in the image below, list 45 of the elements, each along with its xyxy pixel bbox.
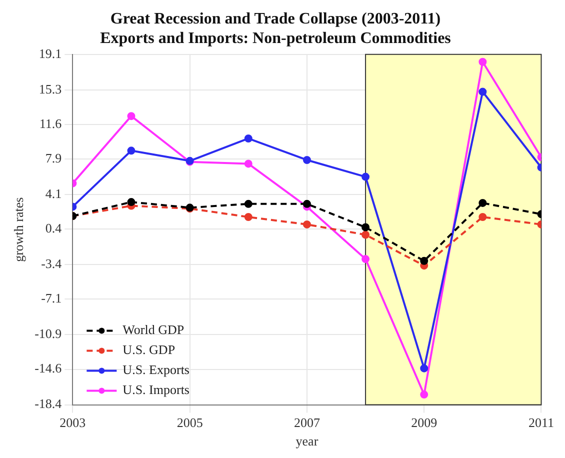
y-tick-label: -3.4 — [41, 256, 62, 272]
x-axis-title: year — [296, 434, 319, 449]
y-tick-label: -18.4 — [34, 396, 62, 412]
y-tick-label: -10.9 — [34, 326, 62, 342]
point — [244, 160, 252, 168]
point — [127, 112, 136, 120]
point — [244, 134, 252, 142]
point — [478, 88, 487, 96]
y-tick-label: -7.1 — [41, 290, 62, 306]
y-tick-label: 11.6 — [39, 116, 62, 131]
legend-label: World GDP — [122, 322, 184, 338]
point — [244, 200, 252, 208]
point — [302, 220, 311, 228]
point — [302, 156, 311, 164]
point — [362, 223, 370, 232]
x-tick-label: 2005 — [176, 415, 203, 430]
x-tick-label: 2009 — [411, 415, 438, 430]
point — [420, 256, 428, 265]
point — [362, 230, 370, 239]
y-tick-label: 15.3 — [38, 81, 62, 96]
x-tick-label: 2003 — [60, 415, 86, 430]
legend-label: U.S. GDP — [122, 342, 176, 358]
chart-subtitle: Exports and Imports: Non-petroleum Commodities — [100, 30, 451, 47]
point — [362, 172, 370, 181]
y-axis-title: growth rates — [11, 197, 26, 262]
y-tick-label: 4.1 — [45, 186, 62, 201]
point — [362, 255, 370, 264]
point — [302, 200, 311, 208]
point — [478, 58, 487, 66]
legend-label: U.S. Exports — [122, 362, 190, 378]
point — [478, 212, 487, 221]
x-tick-label: 2011 — [528, 415, 554, 430]
point — [127, 146, 136, 155]
point — [420, 390, 428, 399]
y-tick-label: -14.6 — [34, 360, 62, 376]
x-tick-label: 2007 — [294, 415, 320, 430]
chart-title: Great Recession and Trade Collapse (2003-2011) — [110, 10, 441, 28]
point — [478, 198, 487, 207]
point — [420, 364, 428, 372]
point — [244, 212, 252, 221]
y-tick-label: 0.4 — [45, 220, 62, 236]
y-tick-label: 19.1 — [38, 46, 62, 61]
point — [127, 198, 136, 206]
legend-label: U.S. Imports — [122, 382, 190, 398]
y-tick-label: 7.9 — [45, 150, 62, 166]
